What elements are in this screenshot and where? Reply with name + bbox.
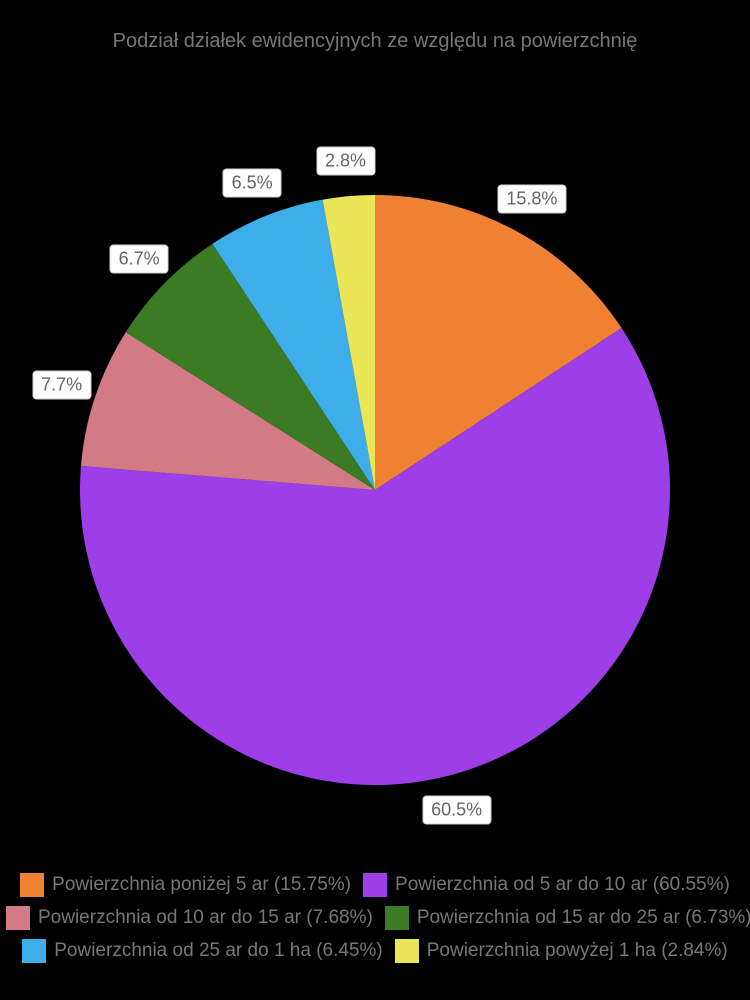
chart-container: Podział działek ewidencyjnych ze względu… — [0, 0, 750, 1000]
legend-label: Powierzchnia od 25 ar do 1 ha (6.45%) — [54, 940, 382, 962]
slice-label: 60.5% — [422, 796, 491, 825]
legend-swatch — [363, 873, 387, 897]
legend-item: Powierzchnia od 25 ar do 1 ha (6.45%) — [22, 939, 382, 963]
legend-swatch — [20, 873, 44, 897]
legend-label: Powierzchnia powyżej 1 ha (2.84%) — [427, 940, 728, 962]
legend: Powierzchnia poniżej 5 ar (15.75%) Powier… — [0, 871, 750, 970]
legend-row: Powierzchnia od 25 ar do 1 ha (6.45%) Pow… — [16, 939, 733, 968]
slice-label: 6.5% — [223, 169, 282, 198]
pie-svg — [0, 90, 750, 810]
slice-label: 7.7% — [32, 371, 91, 400]
slice-label: 15.8% — [497, 185, 566, 214]
legend-item: Powierzchnia od 15 ar do 25 ar (6.73%) — [385, 906, 750, 930]
legend-swatch — [6, 906, 30, 930]
legend-item: Powierzchnia poniżej 5 ar (15.75%) — [20, 873, 351, 897]
legend-label: Powierzchnia od 10 ar do 15 ar (7.68%) — [38, 907, 373, 929]
legend-swatch — [22, 939, 46, 963]
legend-label: Powierzchnia od 5 ar do 10 ar (60.55%) — [395, 874, 730, 896]
chart-title: Podział działek ewidencyjnych ze względu… — [0, 30, 750, 53]
legend-row: Powierzchnia od 10 ar do 15 ar (7.68%) Po… — [0, 906, 750, 935]
pie-area: 15.8%60.5%7.7%6.7%6.5%2.8% — [0, 90, 750, 810]
slice-label: 6.7% — [110, 244, 169, 273]
legend-label: Powierzchnia poniżej 5 ar (15.75%) — [52, 874, 351, 896]
legend-swatch — [385, 906, 409, 930]
legend-row: Powierzchnia poniżej 5 ar (15.75%) Powier… — [14, 873, 736, 902]
slice-label: 2.8% — [316, 146, 375, 175]
legend-item: Powierzchnia powyżej 1 ha (2.84%) — [395, 939, 728, 963]
legend-item: Powierzchnia od 5 ar do 10 ar (60.55%) — [363, 873, 730, 897]
legend-swatch — [395, 939, 419, 963]
legend-label: Powierzchnia od 15 ar do 25 ar (6.73%) — [417, 907, 750, 929]
legend-item: Powierzchnia od 10 ar do 15 ar (7.68%) — [6, 906, 373, 930]
